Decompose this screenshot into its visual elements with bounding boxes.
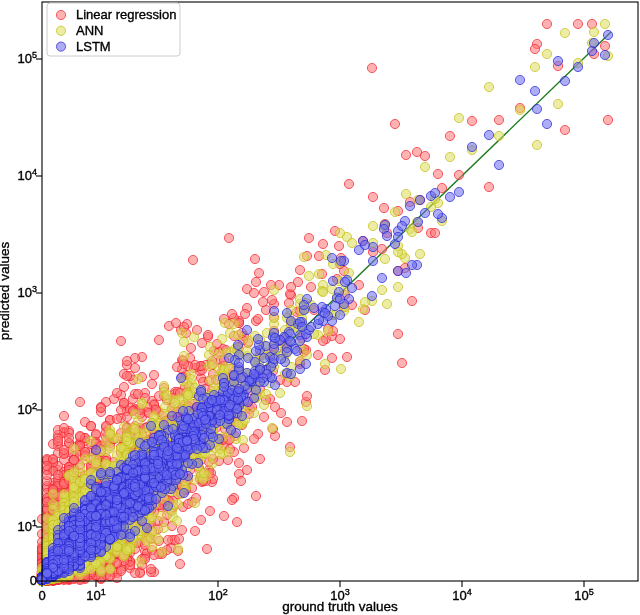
svg-text:101: 101 xyxy=(18,518,37,534)
svg-text:101: 101 xyxy=(86,587,105,603)
svg-text:103: 103 xyxy=(18,284,37,300)
svg-text:predicted values: predicted values xyxy=(0,242,12,341)
svg-text:105: 105 xyxy=(18,50,37,66)
svg-text:Linear regression: Linear regression xyxy=(76,7,176,22)
svg-text:0: 0 xyxy=(30,573,37,588)
svg-text:ANN: ANN xyxy=(76,23,103,38)
svg-text:102: 102 xyxy=(208,587,227,603)
svg-text:105: 105 xyxy=(574,587,593,603)
svg-text:0: 0 xyxy=(38,588,45,603)
svg-text:104: 104 xyxy=(452,587,471,603)
svg-text:ground truth values: ground truth values xyxy=(282,599,398,614)
svg-text:104: 104 xyxy=(18,167,37,183)
svg-text:102: 102 xyxy=(18,401,37,417)
svg-text:LSTM: LSTM xyxy=(76,39,111,54)
